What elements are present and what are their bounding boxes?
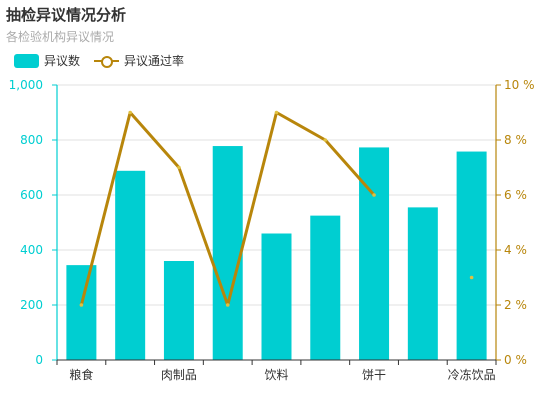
bar xyxy=(310,215,341,360)
y-right-tick-label: 10 % xyxy=(504,78,535,92)
chart-subtitle: 各检验机构异议情况 xyxy=(6,30,115,44)
legend-bar-label: 异议数 xyxy=(44,54,81,68)
line-point xyxy=(128,110,132,115)
y-right-tick-label: 0 % xyxy=(504,353,527,367)
legend-item-bar[interactable]: 异议数 xyxy=(14,52,80,69)
y-right-tick-label: 6 % xyxy=(504,188,527,202)
line-point xyxy=(323,138,328,142)
line-point xyxy=(177,165,181,170)
x-tick-label: 粮食 xyxy=(69,367,93,382)
y-left-tick-label: 0 xyxy=(35,353,43,367)
y-left-tick-label: 1,000 xyxy=(9,78,43,92)
y-left-tick-label: 600 xyxy=(20,188,43,202)
x-tick-label: 饮料 xyxy=(264,368,288,382)
y-right-tick-label: 4 % xyxy=(504,243,527,257)
bar xyxy=(359,147,390,360)
legend-line-swatch xyxy=(94,54,120,68)
bar xyxy=(66,265,97,360)
y-left-tick-label: 200 xyxy=(20,298,43,312)
bar xyxy=(261,233,292,360)
line-point xyxy=(372,193,376,197)
y-right-tick-label: 2 % xyxy=(504,298,527,312)
y-left-tick-label: 800 xyxy=(20,133,43,147)
bar xyxy=(163,261,194,360)
y-right-tick-label: 8 % xyxy=(504,133,527,147)
legend: 异议数 异议通过率 xyxy=(14,52,198,69)
x-tick-label: 冷冻饮品 xyxy=(448,367,496,382)
x-tick-label: 肉制品 xyxy=(161,368,197,382)
bar xyxy=(212,146,243,360)
bar xyxy=(115,170,146,360)
line-point xyxy=(274,110,279,115)
y-left-tick-label: 400 xyxy=(20,243,43,257)
bar xyxy=(407,207,438,360)
line-point xyxy=(225,303,230,307)
x-tick-label: 饼干 xyxy=(362,368,386,382)
line-point xyxy=(469,275,474,280)
line-point xyxy=(79,303,84,307)
legend-item-line[interactable]: 异议通过率 xyxy=(94,52,184,69)
chart-title: 抽检异议情况分析 xyxy=(6,6,127,24)
legend-line-label: 异议通过率 xyxy=(124,54,185,68)
legend-bar-swatch xyxy=(14,53,39,68)
bar xyxy=(456,151,487,360)
